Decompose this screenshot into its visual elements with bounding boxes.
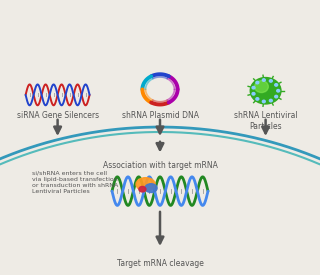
Circle shape	[262, 79, 265, 81]
Text: Target mRNA cleavage: Target mRNA cleavage	[116, 258, 204, 268]
Text: si/shRNA enters the cell
via lipid-based transfection
or transduction with shRNA: si/shRNA enters the cell via lipid-based…	[32, 170, 118, 194]
Circle shape	[250, 78, 281, 104]
Text: shRNA Lentiviral
Particles: shRNA Lentiviral Particles	[234, 111, 297, 131]
Circle shape	[252, 93, 255, 95]
Circle shape	[254, 81, 268, 93]
Circle shape	[262, 100, 265, 103]
Text: Association with target mRNA: Association with target mRNA	[103, 161, 217, 170]
Circle shape	[275, 95, 278, 98]
Circle shape	[269, 80, 272, 82]
Ellipse shape	[136, 178, 155, 191]
Text: shRNA Plasmid DNA: shRNA Plasmid DNA	[122, 111, 198, 120]
Circle shape	[269, 99, 272, 102]
Circle shape	[275, 84, 278, 86]
Ellipse shape	[145, 184, 157, 192]
Circle shape	[256, 81, 259, 84]
Text: siRNA Gene Silencers: siRNA Gene Silencers	[17, 111, 99, 120]
Circle shape	[252, 86, 255, 89]
Circle shape	[277, 90, 280, 92]
Ellipse shape	[139, 186, 146, 192]
Circle shape	[256, 98, 259, 100]
